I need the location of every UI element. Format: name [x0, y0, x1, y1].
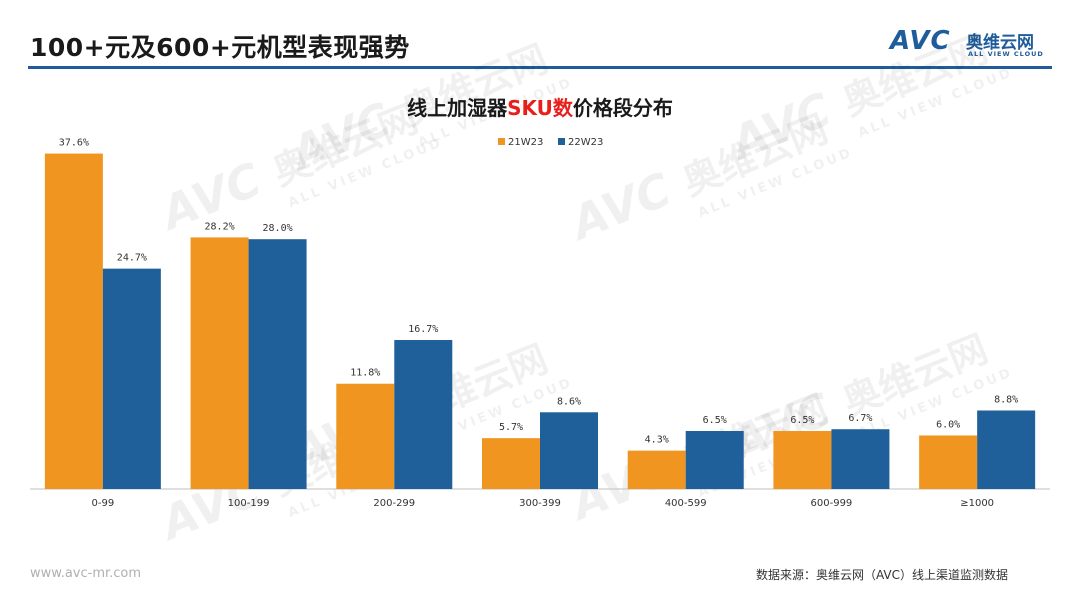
x-tick-label-6: ≥1000: [960, 498, 994, 509]
bar-21W23-6: [919, 435, 978, 489]
chart-title-highlight: SKU数: [507, 96, 573, 120]
bar-22W23-0: [102, 268, 161, 489]
bar-22W23-1: [248, 239, 307, 489]
bar-21W23-3: [482, 438, 540, 489]
page-title: 100+元及600+元机型表现强势: [30, 33, 410, 62]
bar-21W23-4: [627, 450, 686, 489]
x-tick-label-4: 400-599: [665, 498, 707, 509]
data-label-21W23-3: 5.7%: [499, 422, 523, 433]
bar-22W23-4: [685, 431, 744, 489]
title-divider: [28, 66, 1052, 69]
data-label-22W23-4: 6.5%: [703, 415, 727, 426]
data-label-22W23-2: 16.7%: [408, 324, 438, 335]
x-tick-label-2: 200-299: [373, 498, 415, 509]
bar-21W23-2: [336, 383, 395, 489]
x-tick-label-1: 100-199: [228, 498, 270, 509]
data-label-22W23-6: 8.8%: [994, 394, 1018, 405]
legend-label-21W23: 21W23: [508, 137, 543, 148]
data-label-21W23-4: 4.3%: [645, 435, 669, 446]
logo-chinese-name: 奥维云网: [966, 33, 1034, 53]
brand-logo: AVC 奥维云网 ALL VIEW CLOUD: [890, 26, 1055, 58]
data-label-21W23-6: 6.0%: [936, 419, 960, 430]
chart-title: 线上加湿器SKU数价格段分布: [0, 92, 1080, 121]
legend-label-22W23: 22W23: [568, 137, 603, 148]
x-tick-label-0: 0-99: [92, 498, 115, 509]
data-label-22W23-3: 8.6%: [557, 396, 581, 407]
chart-title-prefix: 线上加湿器: [407, 96, 508, 120]
data-label-21W23-5: 6.5%: [790, 415, 814, 426]
data-label-21W23-0: 37.6%: [59, 138, 89, 149]
bar-21W23-0: [44, 153, 103, 489]
data-source-note: 数据来源：奥维云网（AVC）线上渠道监测数据: [755, 568, 1008, 582]
bar-22W23-3: [540, 412, 598, 489]
x-tick-label-5: 600-999: [811, 498, 853, 509]
bar-21W23-5: [773, 431, 832, 489]
logo-english-name: ALL VIEW CLOUD: [968, 50, 1044, 58]
footer-url: www.avc-mr.com: [30, 566, 142, 581]
data-label-21W23-2: 11.8%: [350, 368, 380, 379]
x-tick-label-3: 300-399: [519, 498, 561, 509]
data-label-22W23-5: 6.7%: [848, 413, 872, 424]
chart-title-suffix: 价格段分布: [572, 96, 673, 120]
bar-22W23-6: [977, 410, 1036, 489]
legend-swatch-22W23: [558, 138, 565, 145]
bar-22W23-5: [831, 429, 890, 489]
bar-22W23-2: [394, 340, 453, 489]
data-label-21W23-1: 28.2%: [205, 221, 235, 232]
logo-brand-text: AVC: [890, 26, 951, 56]
data-label-22W23-0: 24.7%: [117, 253, 147, 264]
bar-21W23-1: [190, 237, 249, 489]
legend-swatch-21W23: [498, 138, 505, 145]
data-label-22W23-1: 28.0%: [263, 223, 293, 234]
watermark-brand: AVC: [561, 162, 679, 251]
